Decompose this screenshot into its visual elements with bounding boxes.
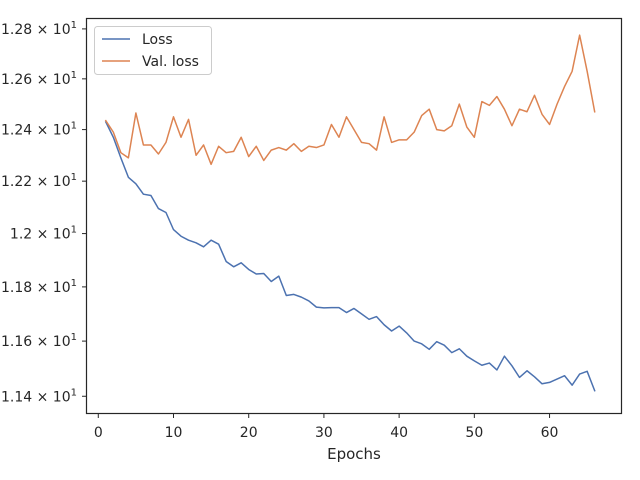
plot-lines [104, 34, 596, 392]
x-tick-label: 0 [94, 425, 103, 441]
y-tick-label: 1.24 × 101 [1, 121, 77, 139]
x-tick-label: 30 [315, 425, 333, 441]
y-tick-label: 1.26 × 101 [1, 70, 77, 88]
y-tick-label: 1.28 × 101 [1, 20, 77, 38]
legend-label: Val. loss [142, 54, 199, 70]
x-tick-label: 50 [465, 425, 483, 441]
plot-frame [85, 17, 623, 415]
x-tick-label: 20 [240, 425, 258, 441]
x-tick-label: 40 [390, 425, 408, 441]
x-axis: 0 10 20 30 40 50 60 [94, 413, 559, 441]
y-tick-label: 1.22 × 101 [1, 172, 77, 190]
y-tick-label: 1.2 × 101 [10, 225, 77, 243]
legend-label: Loss [142, 32, 173, 48]
x-tick-label: 60 [541, 425, 559, 441]
x-axis-label: Epochs [327, 445, 381, 463]
y-axis: 1.14 × 101 1.16 × 101 1.18 × 101 1.2 × 101 1… [1, 20, 87, 405]
y-tick-label: 1.18 × 101 [1, 278, 77, 296]
y-tick-label: 1.16 × 101 [1, 332, 77, 350]
x-tick-label: 10 [165, 425, 183, 441]
legend: Loss Val. loss [94, 26, 212, 75]
series-line-loss [104, 120, 596, 392]
y-tick-label: 1.14 × 101 [1, 387, 77, 405]
series-line-val-loss [104, 34, 596, 166]
